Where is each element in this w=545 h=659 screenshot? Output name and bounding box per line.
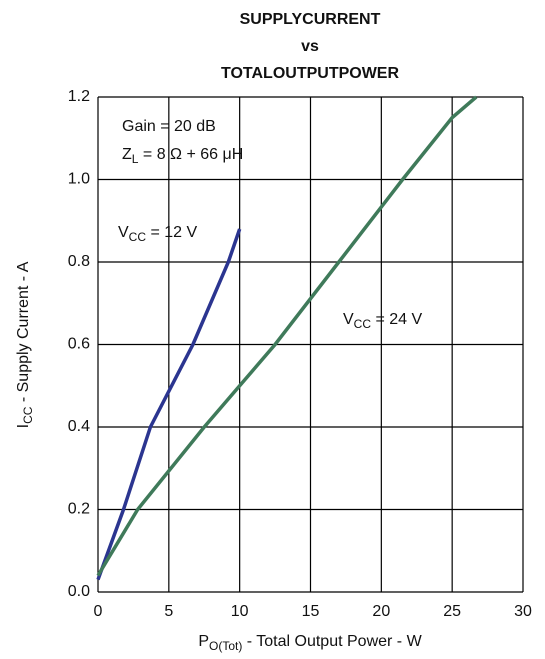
x-axis-label-sub: O(Tot)	[209, 639, 242, 653]
y-tick-label: 0.6	[68, 336, 90, 353]
series-label: VCC = 24 V	[343, 311, 422, 331]
x-tick-label: 10	[231, 603, 249, 620]
y-tick-label: 0.4	[68, 418, 90, 435]
series-label-rest: = 24 V	[371, 311, 422, 328]
chart-title: SUPPLYCURRENT	[240, 11, 381, 28]
annotation-rest: = 8 Ω + 66 μH	[138, 146, 243, 163]
x-tick-label: 15	[302, 603, 320, 620]
series-line	[96, 95, 478, 577]
x-tick-label: 25	[443, 603, 461, 620]
x-tick-label: 20	[372, 603, 390, 620]
x-axis-label: PO(Tot) - Total Output Power - W	[198, 633, 422, 653]
series-label-sub: CC	[354, 317, 372, 331]
x-axis-label-rest: - Total Output Power - W	[242, 633, 422, 650]
series-label-sub: CC	[129, 230, 147, 244]
annotation-sub: L	[132, 152, 139, 166]
y-tick-label: 1.2	[68, 88, 90, 105]
annotation-main: Z	[122, 146, 132, 163]
annotation: Gain = 20 dB	[122, 118, 216, 135]
y-tick-label: 0.8	[68, 253, 90, 270]
annotation-main: Gain = 20 dB	[122, 118, 216, 135]
y-axis-label-rest: - Supply Current - A	[15, 261, 32, 406]
series-label-rest: = 12 V	[146, 224, 197, 241]
y-axis-label-sub: CC	[21, 406, 35, 424]
annotation: ZL = 8 Ω + 66 μH	[122, 146, 243, 166]
chart-title: vs	[301, 38, 319, 55]
series-line	[96, 228, 242, 581]
y-axis-label: ICC - Supply Current - A	[15, 261, 35, 428]
x-tick-label: 0	[94, 603, 103, 620]
x-axis-label-main: P	[198, 633, 209, 650]
y-tick-label: 0.2	[68, 501, 90, 518]
chart-title: TOTALOUTPUTPOWER	[221, 65, 400, 82]
series-label-main: V	[343, 311, 354, 328]
y-tick-label: 0.0	[68, 583, 90, 600]
series-label: VCC = 12 V	[118, 224, 197, 244]
y-tick-label: 1.0	[68, 171, 90, 188]
x-tick-label: 30	[514, 603, 532, 620]
series-label-main: V	[118, 224, 129, 241]
x-tick-label: 5	[164, 603, 173, 620]
y-axis-label-main: I	[15, 424, 32, 428]
